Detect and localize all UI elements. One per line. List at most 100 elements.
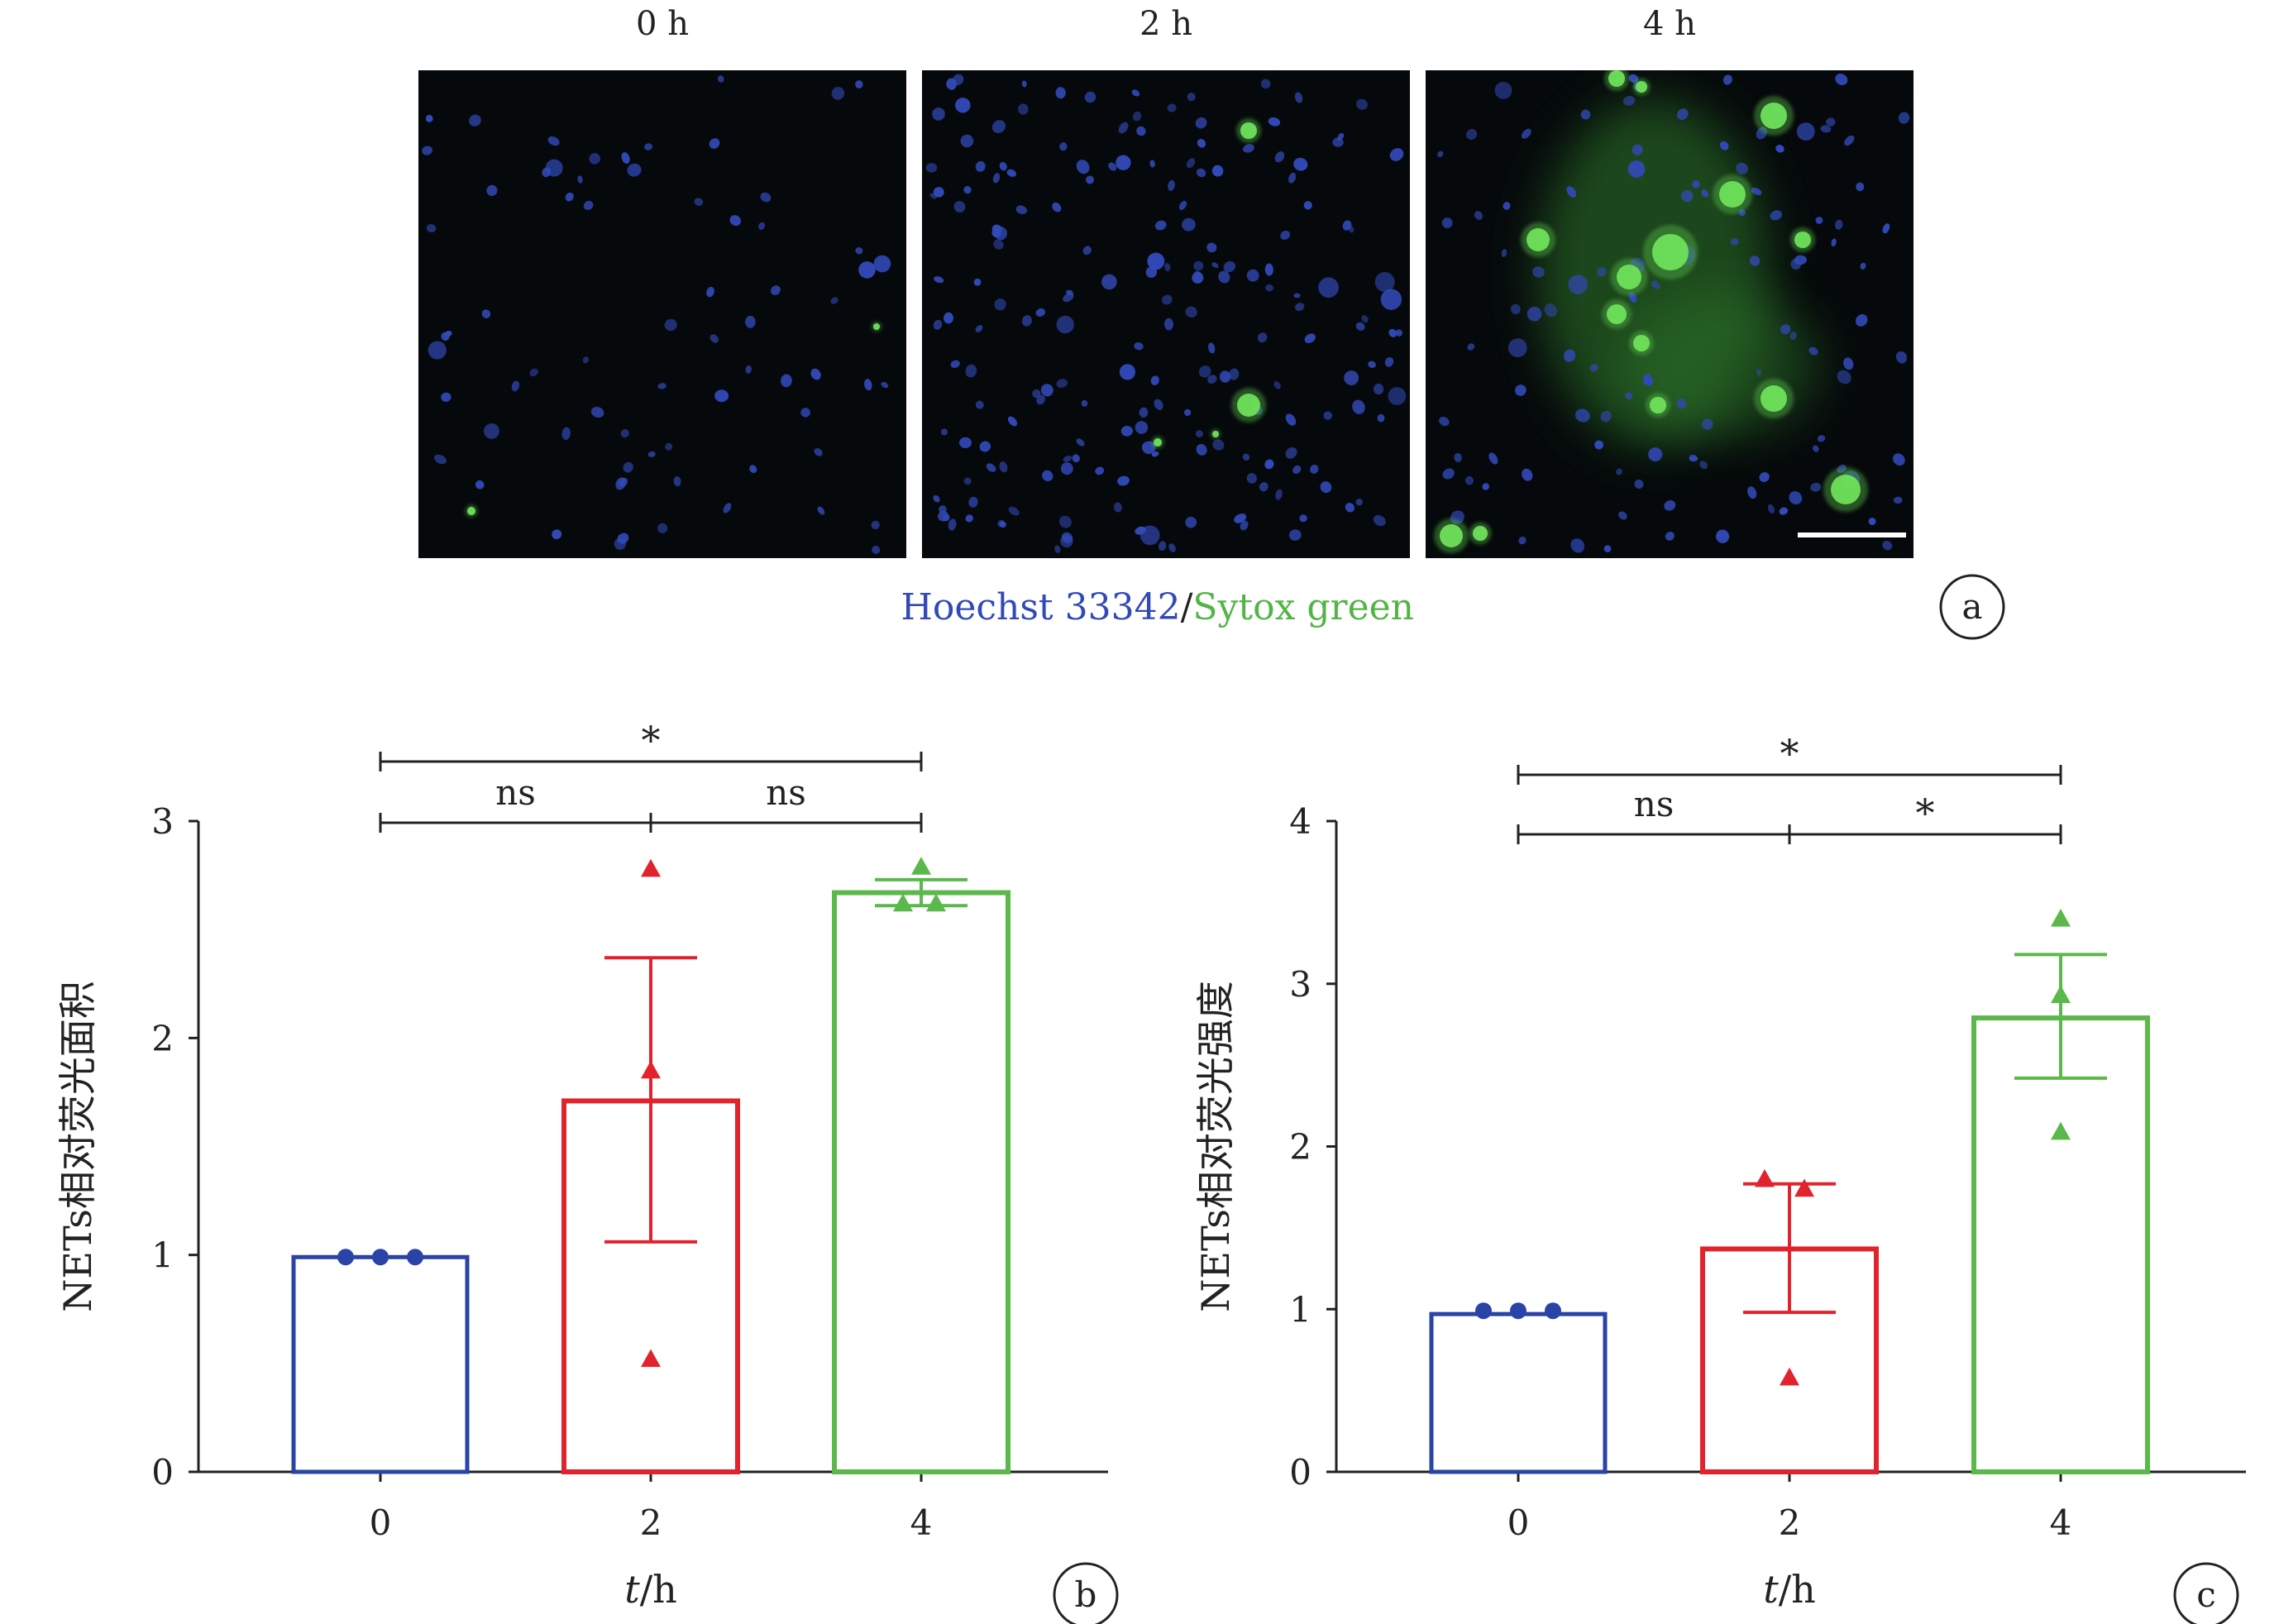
cell-nucleus bbox=[942, 513, 950, 522]
cell-nucleus bbox=[1008, 506, 1020, 516]
cell-nucleus bbox=[975, 160, 986, 172]
cell-nucleus bbox=[1295, 303, 1305, 312]
cell-nucleus bbox=[1187, 93, 1196, 102]
data-point bbox=[1545, 1302, 1561, 1320]
cell-nucleus bbox=[444, 330, 452, 337]
cell-nucleus bbox=[1356, 98, 1368, 110]
cell-nucleus bbox=[1257, 332, 1268, 343]
cell-nucleus bbox=[1835, 73, 1848, 86]
data-point bbox=[1510, 1302, 1526, 1320]
cell-nucleus bbox=[1808, 346, 1818, 356]
cell-nucleus bbox=[1625, 392, 1632, 400]
cell-nucleus bbox=[1521, 128, 1531, 139]
cell-nucleus bbox=[1719, 141, 1729, 150]
data-point bbox=[893, 893, 913, 912]
cell-nucleus bbox=[529, 368, 538, 377]
cell-nucleus bbox=[925, 163, 938, 173]
cell-nucleus bbox=[1352, 399, 1365, 414]
cell-nucleus bbox=[1355, 499, 1363, 506]
cell-nucleus bbox=[1264, 459, 1274, 470]
cell-nucleus bbox=[1193, 260, 1204, 271]
cell-nucleus bbox=[1510, 303, 1521, 315]
cell-nucleus bbox=[1229, 368, 1240, 380]
cell-nucleus bbox=[999, 161, 1007, 171]
x-axis-label-italic: t bbox=[624, 1567, 640, 1612]
netosis-cell bbox=[1617, 265, 1641, 289]
netosis-cell bbox=[467, 507, 475, 515]
cell-nucleus bbox=[1006, 169, 1016, 177]
cell-nucleus bbox=[1223, 260, 1235, 273]
netosis-cell bbox=[1154, 438, 1162, 447]
cell-nucleus bbox=[800, 408, 810, 418]
cell-nucleus bbox=[1568, 275, 1589, 294]
cell-nucleus bbox=[1580, 109, 1591, 120]
cell-nucleus bbox=[1622, 96, 1636, 106]
cell-nucleus bbox=[944, 312, 953, 324]
panel-letter-a: a bbox=[1961, 586, 1982, 627]
cell-nucleus bbox=[1095, 466, 1105, 475]
cell-nucleus bbox=[657, 523, 668, 533]
data-point bbox=[1755, 1168, 1775, 1187]
cell-nucleus bbox=[1178, 200, 1187, 210]
cell-nucleus bbox=[1139, 407, 1149, 418]
cell-nucleus bbox=[620, 428, 629, 438]
cell-nucleus bbox=[1348, 226, 1354, 233]
cell-nucleus bbox=[1526, 306, 1542, 322]
panel-a: 0 h 2 h 4 h Hoechst 33342/Sytox green a bbox=[418, 5, 2005, 640]
cell-nucleus bbox=[1488, 452, 1498, 465]
cell-nucleus bbox=[1292, 465, 1302, 474]
cell-nucleus bbox=[484, 423, 499, 439]
cell-nucleus bbox=[1185, 306, 1197, 318]
cell-nucleus bbox=[758, 222, 766, 230]
cell-nucleus bbox=[781, 374, 792, 388]
bar-0 bbox=[1429, 1311, 1608, 1474]
netosis-cell bbox=[1761, 103, 1787, 129]
cell-nucleus bbox=[1035, 308, 1045, 317]
cell-nucleus bbox=[709, 138, 720, 149]
panel-letter-circle bbox=[1053, 1562, 1119, 1624]
cell-nucleus bbox=[644, 143, 653, 150]
cell-nucleus bbox=[1648, 447, 1663, 461]
cell-nucleus bbox=[1756, 369, 1761, 376]
x-tick-label: 2 bbox=[1779, 1502, 1801, 1543]
cell-nucleus bbox=[1082, 246, 1092, 256]
cell-nucleus bbox=[1280, 230, 1291, 240]
cell-nucleus bbox=[1259, 482, 1268, 492]
cell-nucleus bbox=[425, 114, 433, 122]
cell-nucleus bbox=[950, 360, 960, 369]
cell-nucleus bbox=[1289, 529, 1302, 541]
cell-nucleus bbox=[1616, 468, 1622, 475]
cell-nucleus bbox=[1015, 205, 1027, 214]
cell-nucleus bbox=[855, 246, 863, 255]
cell-nucleus bbox=[749, 465, 757, 474]
cell-nucleus bbox=[1747, 486, 1757, 499]
netosis-cell bbox=[1794, 232, 1811, 248]
cell-nucleus bbox=[1154, 220, 1167, 231]
cell-nucleus bbox=[1265, 284, 1273, 292]
data-point bbox=[337, 1249, 354, 1266]
cell-nucleus bbox=[1466, 128, 1478, 141]
cell-nucleus bbox=[1820, 125, 1832, 133]
cell-nucleus bbox=[1293, 293, 1301, 299]
netosis-cell bbox=[873, 323, 880, 330]
y-tick-label: 2 bbox=[1289, 1127, 1312, 1168]
cell-nucleus bbox=[1665, 532, 1675, 541]
cell-nucleus bbox=[975, 325, 983, 332]
time-label-0h: 0 h bbox=[636, 5, 689, 43]
cell-nucleus bbox=[1632, 144, 1643, 155]
cell-nucleus bbox=[1056, 315, 1074, 334]
cell-nucleus bbox=[1618, 511, 1627, 520]
cell-nucleus bbox=[1860, 262, 1866, 270]
cell-nucleus bbox=[1059, 142, 1068, 151]
cell-nucleus bbox=[864, 379, 872, 391]
cell-nucleus bbox=[1163, 262, 1171, 272]
cell-nucleus bbox=[1751, 187, 1762, 196]
cell-nucleus bbox=[1072, 454, 1080, 463]
cell-nucleus bbox=[1273, 381, 1281, 389]
cell-nucleus bbox=[1208, 342, 1216, 354]
cell-nucleus bbox=[1275, 489, 1283, 500]
micrograph-0h bbox=[418, 70, 906, 558]
y-tick-label: 1 bbox=[151, 1235, 174, 1276]
data-point bbox=[1794, 1178, 1814, 1197]
cell-nucleus bbox=[939, 505, 947, 513]
